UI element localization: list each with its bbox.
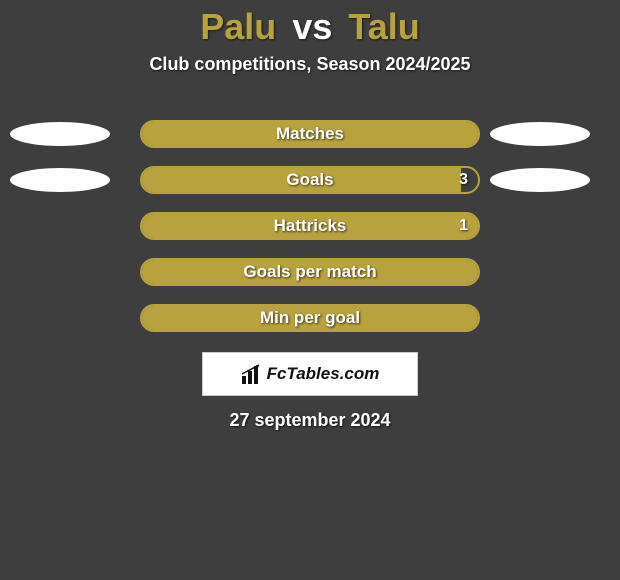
subtitle: Club competitions, Season 2024/2025 — [0, 54, 620, 75]
logo-text: FcTables.com — [267, 364, 380, 384]
vs-text: vs — [292, 6, 332, 47]
bar-label: Min per goal — [142, 306, 478, 330]
right-ellipse — [490, 122, 590, 146]
stat-row: Goals3 — [0, 166, 620, 212]
bar-label: Goals — [142, 168, 478, 192]
bar-track: Matches — [140, 120, 480, 148]
bars-icon — [241, 364, 263, 384]
player1-name: Palu — [200, 6, 276, 47]
logo-box: FcTables.com — [202, 352, 418, 396]
bar-right-value: 3 — [459, 168, 468, 192]
stat-row: Goals per match — [0, 258, 620, 304]
bar-track: Goals3 — [140, 166, 480, 194]
bar-label: Goals per match — [142, 260, 478, 284]
bar-right-value: 1 — [459, 214, 468, 238]
logo: FcTables.com — [241, 364, 380, 384]
stat-row: Hattricks1 — [0, 212, 620, 258]
bar-label: Hattricks — [142, 214, 478, 238]
bar-label: Matches — [142, 122, 478, 146]
bar-track: Goals per match — [140, 258, 480, 286]
left-ellipse — [10, 168, 110, 192]
left-ellipse — [10, 122, 110, 146]
date-text: 27 september 2024 — [0, 410, 620, 431]
right-ellipse — [490, 168, 590, 192]
comparison-card: Palu vs Talu Club competitions, Season 2… — [0, 0, 620, 580]
player2-name: Talu — [348, 6, 419, 47]
bar-track: Min per goal — [140, 304, 480, 332]
stat-row: Min per goal — [0, 304, 620, 350]
bar-track: Hattricks1 — [140, 212, 480, 240]
stat-row: Matches — [0, 120, 620, 166]
page-title: Palu vs Talu — [0, 0, 620, 48]
